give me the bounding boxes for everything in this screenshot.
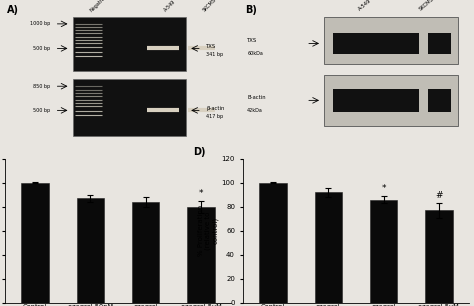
Bar (333, 89, 419, 112)
Bar (187, 207, 215, 303)
Text: A-549: A-549 (164, 0, 177, 13)
Bar (73, 17, 186, 71)
Text: 850 bp: 850 bp (33, 84, 50, 89)
Bar (333, 33, 419, 54)
Text: SKCMS-1: SKCMS-1 (202, 0, 221, 13)
Bar (428, 89, 451, 112)
Text: 341 bp: 341 bp (206, 52, 224, 58)
Bar (315, 192, 342, 303)
Text: 1000 bp: 1000 bp (30, 21, 50, 26)
Bar (73, 80, 186, 136)
Text: TXS: TXS (206, 44, 217, 49)
Text: 60kDa: 60kDa (247, 51, 263, 56)
Text: SKCMS-1: SKCMS-1 (418, 0, 439, 12)
Text: 42kDa: 42kDa (247, 108, 263, 113)
Text: β-actin: β-actin (206, 106, 225, 111)
Bar (324, 17, 458, 64)
Text: D): D) (193, 147, 205, 157)
Bar (77, 198, 104, 303)
Text: A-549: A-549 (358, 0, 373, 12)
Bar (259, 183, 287, 303)
Text: *: * (382, 184, 386, 193)
Bar (324, 75, 458, 125)
Text: TXS: TXS (247, 38, 257, 43)
Text: A): A) (7, 5, 19, 14)
Bar (428, 33, 451, 54)
Y-axis label: % Proliferation
(relative to
control): % Proliferation (relative to control) (198, 205, 219, 256)
Text: *: * (199, 189, 203, 198)
Text: 500 bp: 500 bp (33, 46, 50, 51)
Bar (21, 183, 49, 303)
Text: #: # (435, 191, 443, 200)
Bar (425, 211, 453, 303)
Text: 417 bp: 417 bp (206, 114, 224, 119)
Bar (370, 200, 397, 303)
Text: B): B) (245, 5, 257, 14)
Text: Negative: Negative (89, 0, 108, 13)
Bar (132, 202, 159, 303)
Text: B-actin: B-actin (247, 95, 266, 100)
Text: 500 bp: 500 bp (33, 108, 50, 113)
